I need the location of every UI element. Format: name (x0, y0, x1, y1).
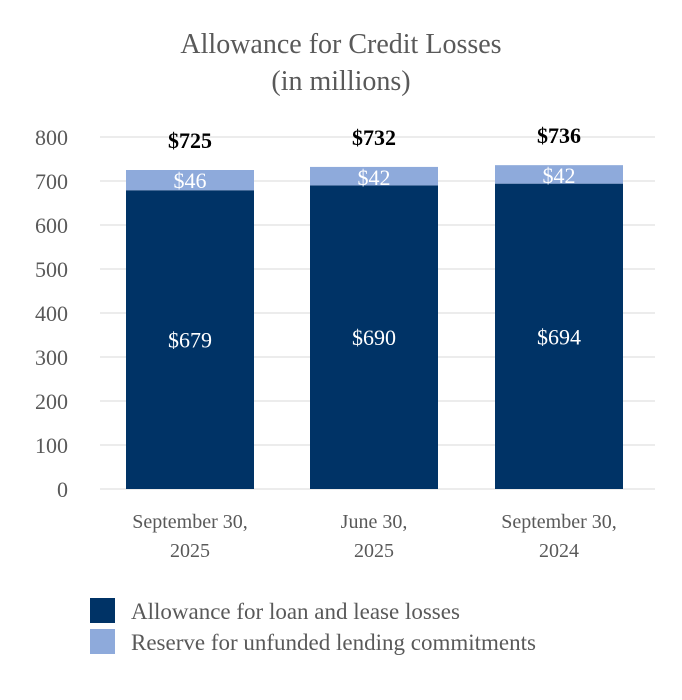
y-tick-label: 200 (35, 389, 68, 414)
total-label: $732 (352, 125, 396, 150)
x-tick-label: 2025 (170, 540, 210, 562)
x-tick-label: September 30, (132, 511, 248, 533)
legend: Allowance for loan and lease losses Reser… (90, 598, 536, 655)
total-label: $736 (537, 123, 581, 148)
y-tick-label: 800 (35, 125, 68, 150)
y-tick-label: 100 (35, 433, 68, 458)
chart-title: Allowance for Credit Losses (180, 29, 501, 60)
bar-segment (126, 170, 254, 191)
bar-segment (126, 190, 254, 490)
legend-label: Allowance for loan and lease losses (131, 599, 460, 624)
x-tick-label: June 30, (341, 511, 408, 533)
data-label: $42 (358, 165, 391, 190)
y-tick-label: 500 (35, 257, 68, 282)
x-axis: September 30, 2025 June 30, 2025 September 3… (132, 511, 617, 562)
total-label: $725 (168, 128, 212, 153)
data-label: $679 (168, 328, 212, 353)
bar-segment (310, 166, 438, 186)
legend-swatch (90, 629, 115, 654)
y-tick-label: 700 (35, 169, 68, 194)
bars (126, 165, 623, 490)
data-labels: $679 $46 $725 $690 $42 $732 $694 $42 $736 (168, 123, 581, 352)
y-tick-label: 0 (57, 477, 68, 502)
x-tick-label: 2025 (354, 540, 394, 562)
y-axis: 0 100 200 300 400 500 600 700 800 (35, 125, 68, 502)
data-label: $42 (543, 163, 576, 188)
data-label: $46 (174, 168, 207, 193)
data-label: $690 (352, 325, 396, 350)
data-label: $694 (537, 324, 581, 349)
bar-segment (310, 185, 438, 489)
y-tick-label: 600 (35, 213, 68, 238)
y-tick-label: 300 (35, 345, 68, 370)
x-tick-label: 2024 (539, 540, 579, 562)
x-tick-label: September 30, (501, 511, 617, 533)
bar-segment (495, 165, 623, 184)
y-tick-label: 400 (35, 301, 68, 326)
legend-label: Reserve for unfunded lending commitments (131, 630, 536, 655)
legend-swatch (90, 598, 115, 623)
bar-segment (495, 183, 623, 489)
chart-subtitle: (in millions) (271, 66, 410, 97)
